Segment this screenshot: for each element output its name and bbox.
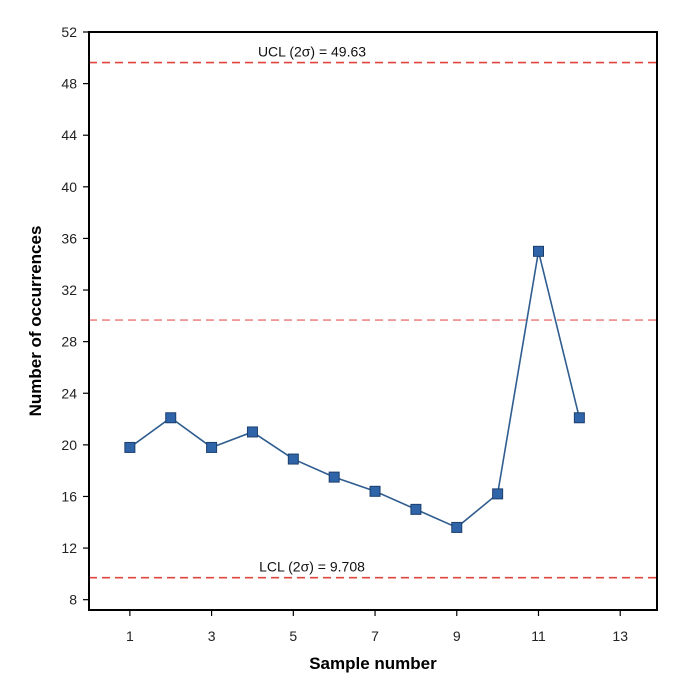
y-tick-label: 20	[61, 437, 77, 453]
y-tick-label: 48	[61, 76, 77, 92]
data-point	[124, 441, 136, 453]
y-tick-label: 28	[61, 334, 77, 350]
reference-lines: UCL (2σ) = 49.63 LCL (2σ) = 9.708	[89, 44, 657, 579]
data-point	[410, 503, 422, 515]
data-point	[206, 441, 218, 453]
y-axis-title: Number of occurrences	[26, 226, 45, 417]
x-tick-label: 11	[531, 628, 546, 644]
data-point	[451, 521, 463, 533]
y-tick-label: 16	[61, 488, 77, 504]
reference-line-label: LCL (2σ) = 9.708	[259, 559, 365, 575]
y-tick-label: 36	[61, 230, 77, 246]
data-point	[328, 471, 340, 483]
y-tick-label: 32	[61, 282, 77, 298]
data-point	[532, 245, 544, 257]
x-tick-label: 3	[208, 628, 216, 644]
x-tick-label: 5	[289, 628, 297, 644]
y-axis: 8 12 16 20 24 28 32 36 40 44 48 52	[61, 24, 89, 608]
x-tick-label: 13	[612, 628, 628, 644]
data-point	[369, 485, 381, 497]
series-line	[129, 251, 581, 529]
series-layer	[124, 245, 585, 533]
x-axis-title: Sample number	[309, 654, 437, 673]
x-tick-label: 9	[453, 628, 461, 644]
plot-frame	[88, 31, 658, 611]
y-tick-label: 8	[69, 592, 77, 608]
data-point	[573, 412, 585, 424]
y-tick-label: 12	[61, 540, 77, 556]
y-tick-label: 40	[61, 179, 77, 195]
x-tick-label: 1	[126, 628, 134, 644]
reference-line-label: UCL (2σ) = 49.63	[258, 44, 366, 60]
data-point	[165, 412, 177, 424]
y-tick-label: 44	[61, 127, 77, 143]
data-point	[287, 453, 299, 465]
y-tick-label: 24	[61, 385, 77, 401]
data-point	[492, 488, 504, 500]
data-point	[246, 426, 258, 438]
x-tick-label: 7	[371, 628, 379, 644]
x-axis: 1 3 5 7 9 11 13	[126, 610, 628, 644]
y-tick-label: 52	[61, 24, 77, 40]
